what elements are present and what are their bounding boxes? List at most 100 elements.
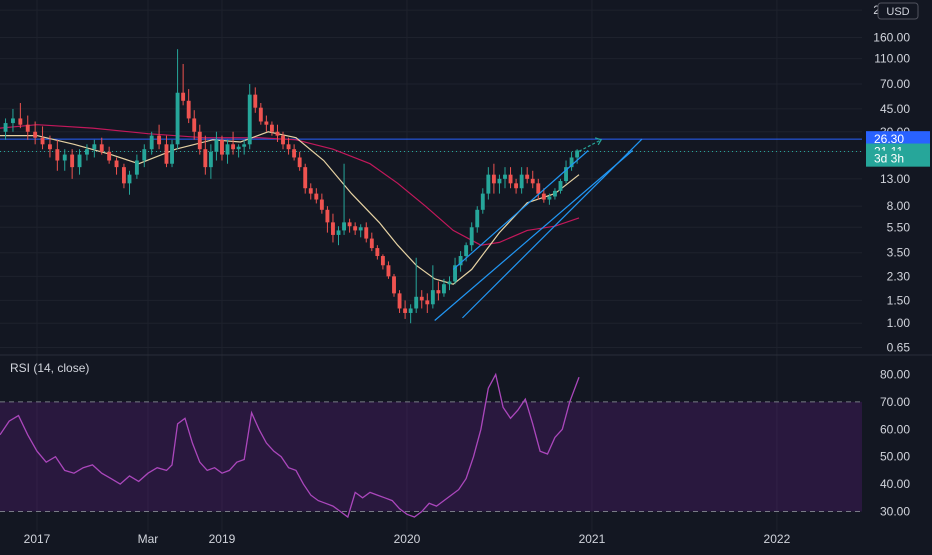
candle-up[interactable] [569, 151, 574, 171]
currency-badge[interactable]: USD [877, 2, 919, 20]
candle-down[interactable] [55, 139, 60, 171]
price-pane[interactable] [0, 0, 932, 532]
candle-down[interactable] [157, 124, 162, 150]
candle-up[interactable] [552, 188, 557, 200]
candle-up[interactable] [358, 224, 363, 238]
candle-up[interactable] [92, 139, 97, 158]
candle-down[interactable] [319, 193, 324, 214]
candle-up[interactable] [519, 167, 524, 194]
candle-down[interactable] [331, 213, 335, 243]
candle-down[interactable] [33, 121, 38, 145]
candle-down[interactable] [70, 149, 75, 179]
candle-down[interactable] [107, 146, 112, 164]
candle-up[interactable] [442, 278, 446, 297]
candle-up[interactable] [342, 163, 347, 235]
candle-down[interactable] [536, 178, 541, 200]
candle-up[interactable] [564, 160, 568, 184]
candle-down[interactable] [325, 206, 330, 233]
candle-down[interactable] [258, 102, 263, 125]
candle-down[interactable] [380, 254, 385, 270]
candle-down[interactable] [403, 300, 408, 319]
candle-up[interactable] [480, 188, 485, 214]
trendline[interactable] [434, 150, 634, 321]
candle-up[interactable] [242, 139, 247, 155]
candle-up[interactable] [127, 170, 132, 195]
candle-up[interactable] [77, 149, 82, 175]
candle-up[interactable] [475, 206, 480, 233]
candle-down[interactable] [186, 89, 191, 124]
candle-down[interactable] [347, 218, 352, 233]
candle-down[interactable] [25, 115, 30, 140]
candle-down[interactable] [192, 110, 197, 140]
candle-down[interactable] [181, 63, 186, 106]
candle-down[interactable] [353, 222, 358, 235]
candle-down[interactable] [286, 137, 291, 155]
candle-up[interactable] [175, 49, 180, 150]
candle-down[interactable] [121, 163, 126, 189]
candle-up[interactable] [486, 167, 491, 200]
candle-up[interactable] [225, 139, 230, 164]
candle-down[interactable] [525, 167, 530, 184]
candle-down[interactable] [369, 232, 374, 252]
candle-up[interactable] [149, 131, 154, 155]
candle-up[interactable] [247, 84, 252, 150]
candle-down[interactable] [364, 222, 369, 243]
candle-down[interactable] [281, 131, 285, 150]
candle-up[interactable] [408, 304, 413, 324]
candle-up[interactable] [414, 257, 419, 313]
candle-up[interactable] [453, 257, 457, 285]
candle-up[interactable] [3, 118, 8, 140]
candle-up[interactable] [84, 144, 89, 161]
candle-down[interactable] [99, 137, 104, 155]
candle-down[interactable] [18, 102, 23, 129]
candle-down[interactable] [419, 290, 424, 309]
candle-up[interactable] [469, 222, 474, 252]
candle-down[interactable] [303, 163, 308, 194]
candle-down[interactable] [508, 167, 513, 189]
candle-down[interactable] [40, 126, 45, 150]
candle-down[interactable] [231, 131, 236, 155]
candle-down[interactable] [375, 245, 380, 260]
candle-down[interactable] [491, 163, 496, 194]
candle-down[interactable] [436, 281, 441, 301]
candle-up[interactable] [447, 276, 452, 291]
candle-down[interactable] [275, 124, 280, 143]
candle-down[interactable] [514, 178, 519, 194]
candle-up[interactable] [430, 265, 435, 309]
candle-up[interactable] [503, 167, 507, 189]
candle-down[interactable] [392, 273, 396, 297]
candle-up[interactable] [458, 251, 463, 272]
candle-down[interactable] [253, 87, 258, 113]
candle-down[interactable] [220, 135, 224, 161]
candle-up[interactable] [558, 178, 563, 194]
candle-up[interactable] [11, 108, 15, 132]
candle-up[interactable] [62, 149, 67, 171]
candle-down[interactable] [48, 135, 52, 158]
candle-up[interactable] [170, 139, 174, 168]
candle-down[interactable] [397, 290, 402, 313]
candle-down[interactable] [541, 188, 546, 203]
candle-down[interactable] [269, 121, 274, 136]
rsi-pane[interactable] [0, 372, 862, 519]
candle-up[interactable] [497, 174, 502, 194]
candle-up[interactable] [208, 144, 213, 179]
candle-up[interactable] [134, 154, 139, 179]
candle-up[interactable] [236, 144, 241, 158]
candle-down[interactable] [530, 170, 535, 189]
candle-down[interactable] [314, 188, 319, 204]
candle-down[interactable] [114, 157, 119, 175]
candle-down[interactable] [308, 183, 313, 200]
candle-down[interactable] [264, 115, 269, 132]
candle-up[interactable] [214, 131, 219, 161]
trendline[interactable] [452, 150, 589, 270]
candle-down[interactable] [297, 151, 302, 171]
candle-down[interactable] [203, 135, 208, 175]
candle-up[interactable] [336, 226, 341, 246]
candle-down[interactable] [164, 135, 169, 168]
candle-up[interactable] [547, 193, 552, 205]
candle-up[interactable] [575, 149, 580, 164]
candle-down[interactable] [386, 261, 391, 279]
candle-up[interactable] [142, 144, 147, 168]
